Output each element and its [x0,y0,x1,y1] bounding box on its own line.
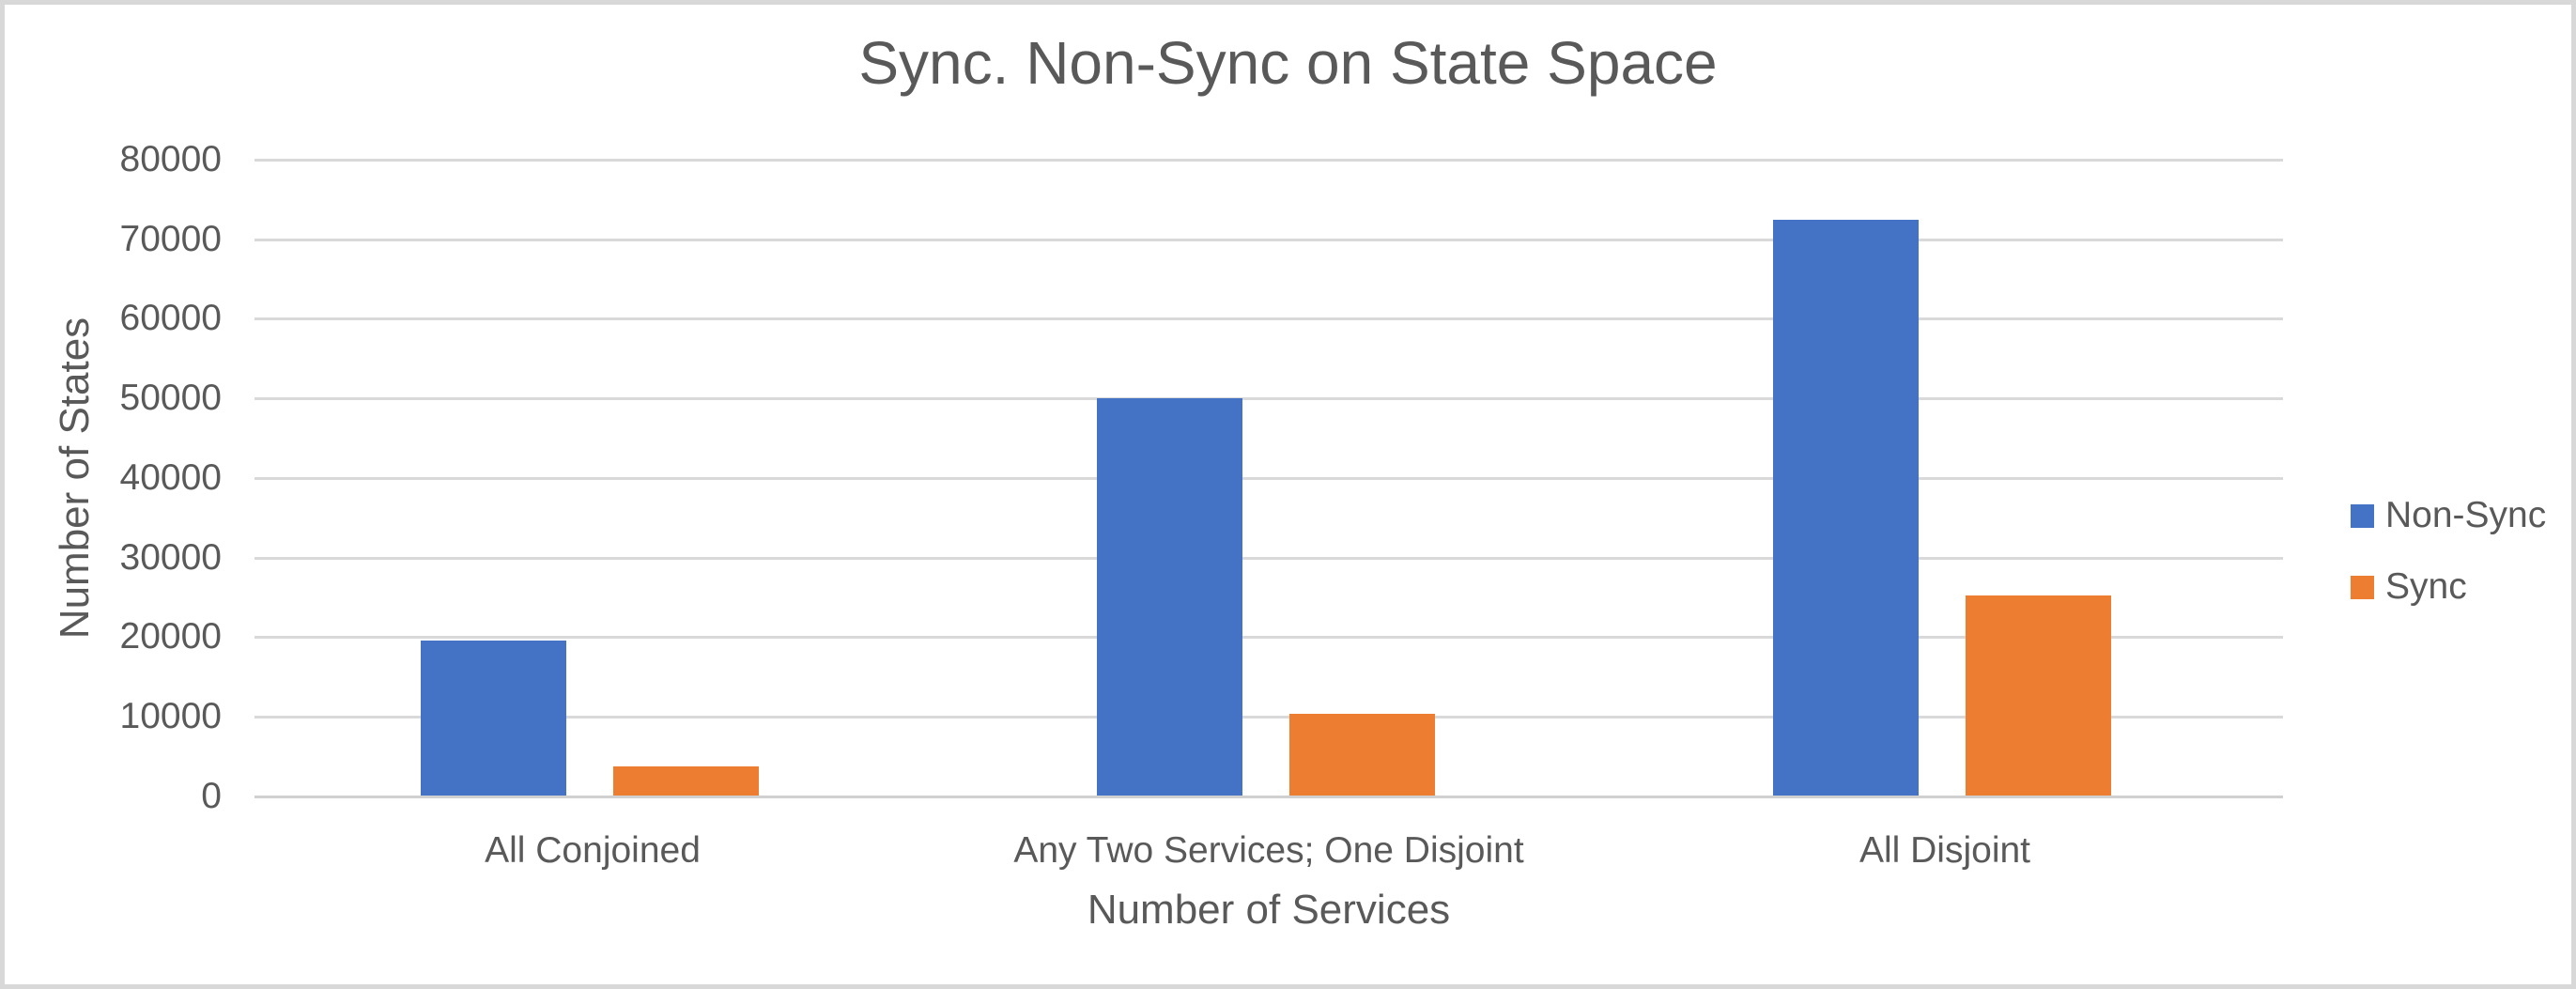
category-label: Any Two Services; One Disjoint [1013,830,1524,871]
y-tick-label: 70000 [119,219,222,259]
legend-swatch-icon [2351,575,2374,599]
y-tick-label: 40000 [119,457,222,498]
gridline [255,636,2283,639]
bar-non-sync-2 [1097,398,1242,796]
legend-swatch-icon [2351,503,2374,528]
legend-label: Sync [2385,566,2467,607]
chart-title: Sync. Non-Sync on State Space [858,29,1718,97]
bar-sync-1 [613,766,759,796]
gridline [255,317,2283,320]
y-tick-label: 50000 [119,378,222,418]
y-tick-label: 20000 [119,616,222,657]
gridline [255,159,2283,162]
y-tick-label: 30000 [119,537,222,578]
x-axis-title: Number of Services [1087,887,1451,933]
bar-sync-3 [1966,595,2111,796]
gridline [255,397,2283,400]
category-label: All Conjoined [485,830,701,871]
y-tick-label: 0 [201,776,222,816]
legend-item-non-sync: Non-Sync [2351,495,2546,536]
y-axis-title: Number of States [52,317,98,640]
gridline [255,557,2283,560]
gridline [255,239,2283,241]
gridline [255,477,2283,480]
legend-label: Non-Sync [2385,495,2547,535]
category-label: All Disjoint [1859,830,2031,871]
bar-non-sync-1 [421,641,566,796]
legend-item-sync: Sync [2351,566,2467,608]
bar-non-sync-3 [1773,220,1919,796]
y-tick-label: 10000 [119,696,222,736]
y-tick-label: 60000 [119,298,222,338]
bar-sync-2 [1289,714,1435,796]
gridline [255,716,2283,719]
x-axis-line [255,796,2283,798]
y-tick-label: 80000 [119,139,222,179]
